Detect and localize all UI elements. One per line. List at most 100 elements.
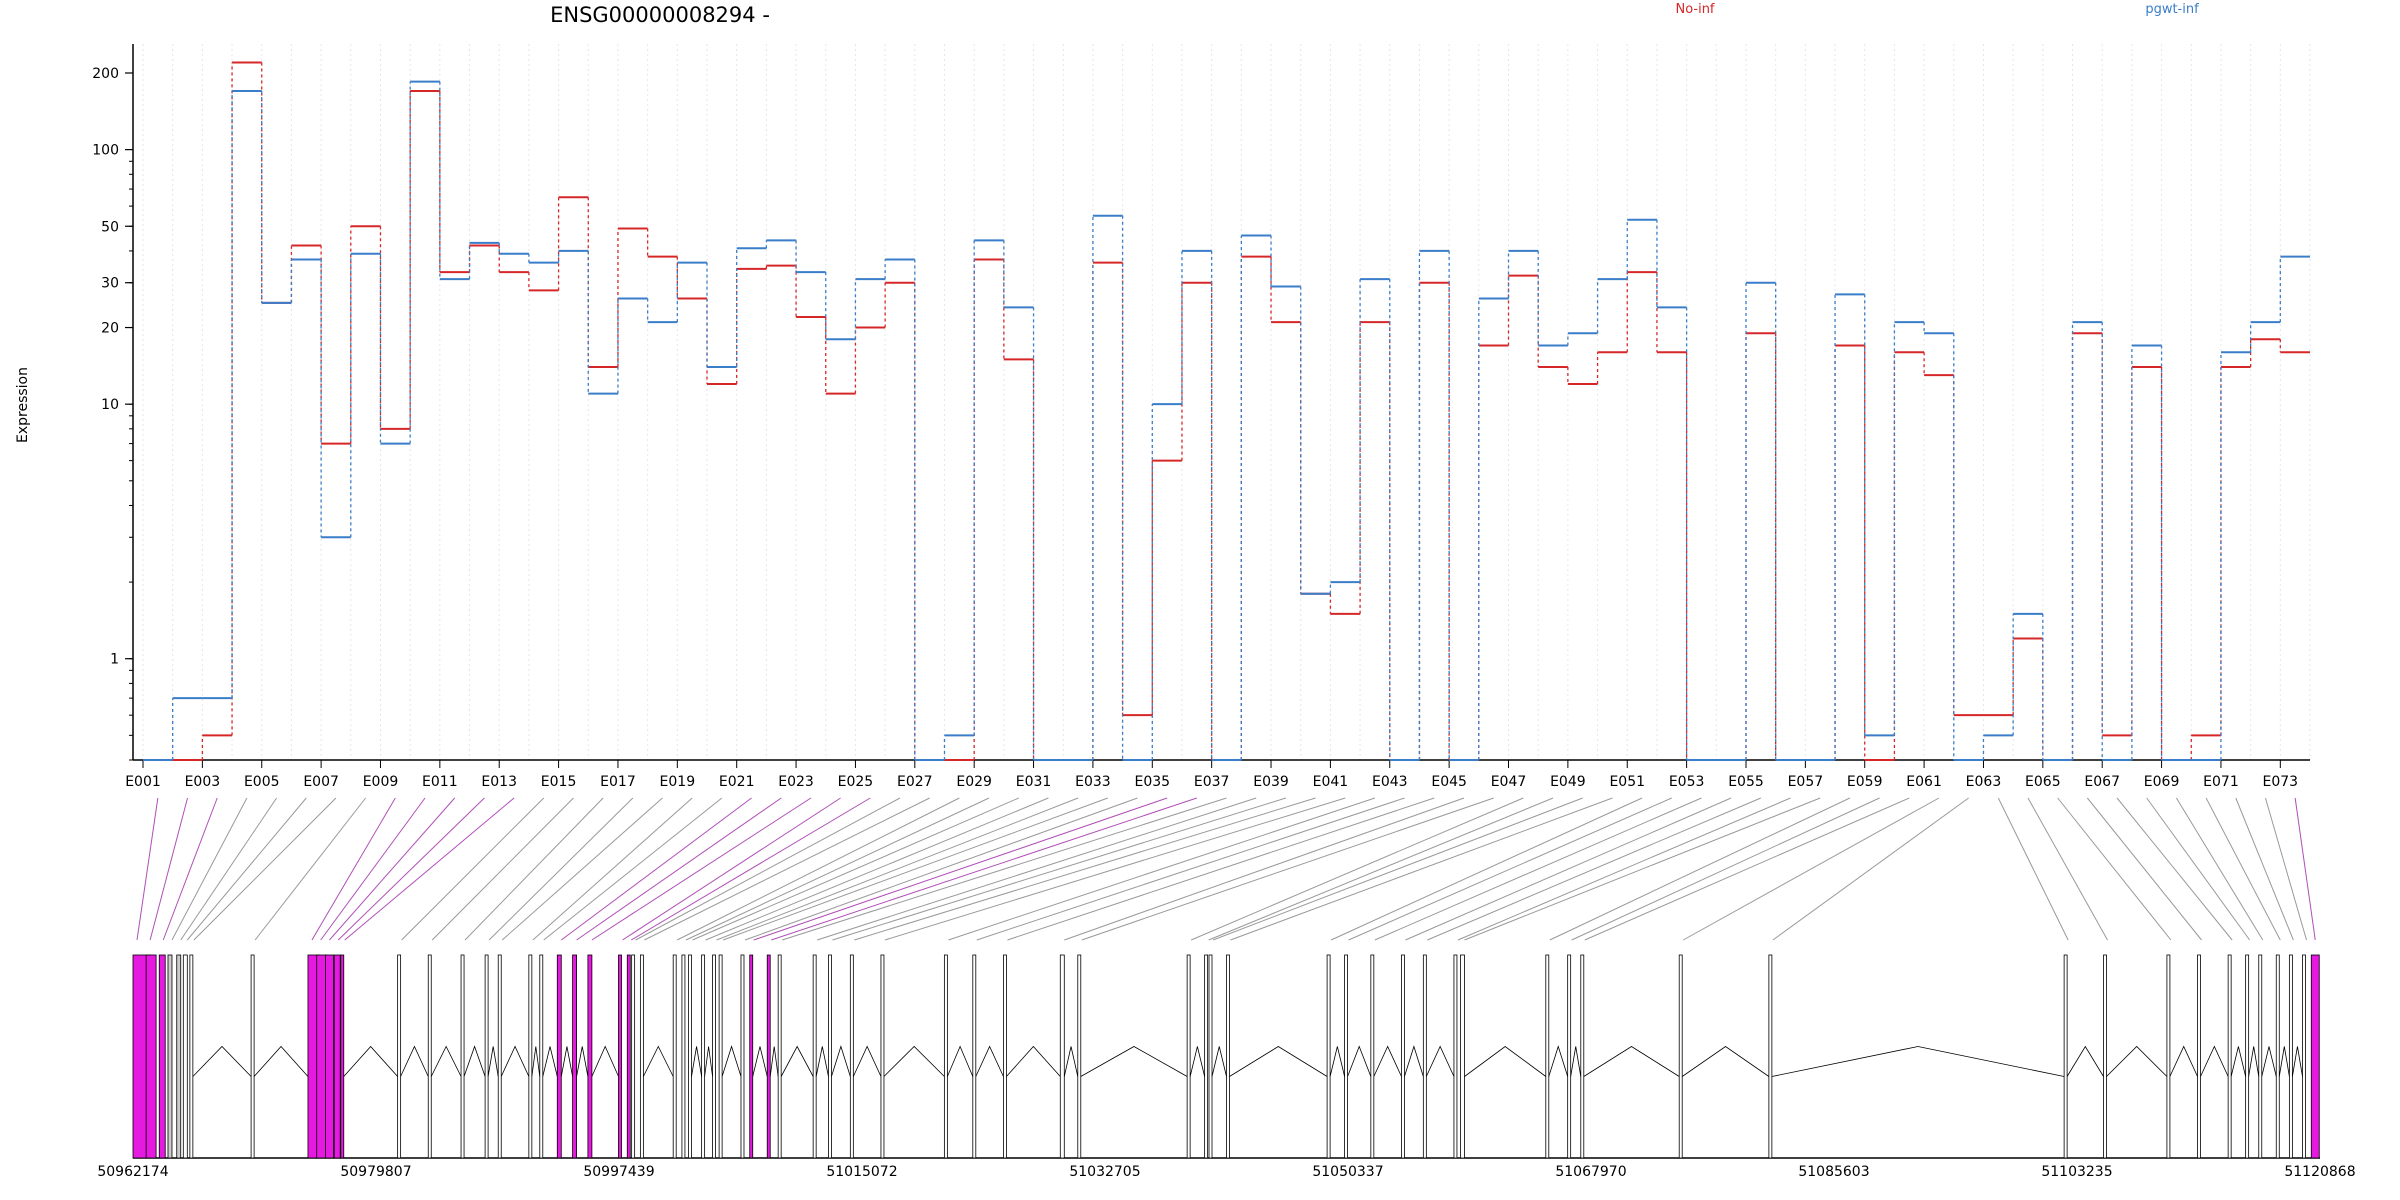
grid-lines <box>142 44 2311 760</box>
connector-line <box>1772 797 1969 941</box>
y-tick-label: 30 <box>101 276 119 292</box>
exon-block <box>943 954 948 1159</box>
x-tick-label: E033 <box>1075 774 1111 790</box>
connector-line <box>782 797 1227 941</box>
connector-line <box>1464 797 1821 941</box>
intron-line <box>1583 1046 1680 1077</box>
connector-line <box>722 797 1108 941</box>
connector-line <box>2294 797 2316 941</box>
gene-axis-label: 51103235 <box>2041 1164 2112 1180</box>
series-No-inf <box>143 61 2310 761</box>
intron-line <box>883 1045 945 1077</box>
connector-line <box>591 797 812 941</box>
intron-line <box>1080 1046 1188 1077</box>
exon-block <box>325 954 334 1159</box>
connector-line <box>401 797 545 941</box>
exon-block <box>176 954 182 1159</box>
connector-line <box>1571 797 1880 941</box>
x-tick-label: E011 <box>422 774 458 790</box>
exon-block <box>1003 954 1007 1159</box>
connector-line <box>2057 797 2172 941</box>
exon-connectors <box>136 797 2316 941</box>
connector-line <box>854 797 1316 941</box>
intron-line <box>2230 1046 2247 1077</box>
connector-line <box>1230 797 1613 941</box>
connector-line <box>676 797 960 941</box>
connector-line <box>2086 797 2202 941</box>
exon-block <box>626 954 631 1159</box>
x-tick-label: E031 <box>1016 774 1052 790</box>
exon-block <box>572 954 577 1159</box>
exon-block <box>2310 954 2320 1159</box>
exon-block <box>145 954 157 1159</box>
intron-line <box>531 1046 541 1077</box>
connector-line <box>976 797 1405 941</box>
exon-block <box>2197 954 2201 1159</box>
x-tick-label: E049 <box>1550 774 1586 790</box>
connector-line <box>1549 797 1851 941</box>
exon-block <box>1370 954 1375 1159</box>
intron-line <box>430 1045 462 1077</box>
exon-block <box>639 954 644 1159</box>
intron-line <box>643 1045 674 1077</box>
exon-block <box>539 954 544 1159</box>
gene-axis-label: 50979807 <box>340 1164 411 1180</box>
intron-line <box>1006 1045 1061 1077</box>
gene-axis-label: 51015072 <box>826 1164 897 1180</box>
connector-line <box>948 797 1376 941</box>
gene-axis-label: 50962174 <box>97 1164 168 1180</box>
intron-line <box>1464 1046 1547 1077</box>
y-axis-label: Expression <box>15 367 31 443</box>
connector-line <box>631 797 871 941</box>
exon-block <box>1326 954 1331 1159</box>
intron-line <box>560 1046 573 1077</box>
intron-line <box>831 1045 851 1077</box>
exon-block <box>556 954 562 1159</box>
intron-line <box>2278 1046 2290 1077</box>
connector-line <box>1584 797 1910 941</box>
exon-block <box>1580 954 1585 1159</box>
connector-line <box>532 797 693 941</box>
x-tick-label: E055 <box>1728 774 1764 790</box>
exon-block <box>618 954 622 1159</box>
intron-line <box>1570 1046 1582 1077</box>
connector-line <box>337 797 485 941</box>
connector-line <box>2116 797 2233 941</box>
intron-line <box>1771 1046 2065 1077</box>
x-tick-label: E039 <box>1253 774 1289 790</box>
x-tick-label: E041 <box>1313 774 1349 790</box>
intron-line <box>1548 1045 1569 1077</box>
exon-block <box>2103 954 2107 1159</box>
y-tick-label: 50 <box>101 219 119 235</box>
intron-line <box>463 1045 486 1077</box>
intron-line <box>192 1045 252 1077</box>
exon-block <box>397 954 402 1159</box>
connector-line <box>464 797 604 941</box>
connector-line <box>431 797 574 941</box>
exon-block <box>777 954 782 1159</box>
intron-line <box>253 1045 309 1077</box>
connector-line <box>753 797 1168 941</box>
connector-line <box>771 797 1197 941</box>
x-tick-label: E027 <box>897 774 933 790</box>
y-tick-label: 20 <box>101 321 119 337</box>
exon-block <box>2288 954 2293 1159</box>
exon-block <box>880 954 885 1159</box>
connector-line <box>136 797 159 941</box>
intron-line <box>1404 1045 1424 1077</box>
exon-block <box>672 954 677 1159</box>
exon-block <box>333 954 341 1159</box>
exon-block <box>2227 954 2232 1159</box>
intron-line <box>1329 1046 1345 1077</box>
x-tick-label: E015 <box>541 774 577 790</box>
connector-line <box>832 797 1287 941</box>
connector-line <box>1007 797 1435 941</box>
intron-line <box>1681 1046 1770 1077</box>
intron-line <box>343 1045 398 1077</box>
exon-block <box>182 954 188 1159</box>
exon-block <box>718 954 723 1159</box>
exon-block <box>688 954 692 1159</box>
x-tick-label: E003 <box>185 774 221 790</box>
exon-block <box>497 954 502 1159</box>
exon-block <box>712 954 716 1159</box>
